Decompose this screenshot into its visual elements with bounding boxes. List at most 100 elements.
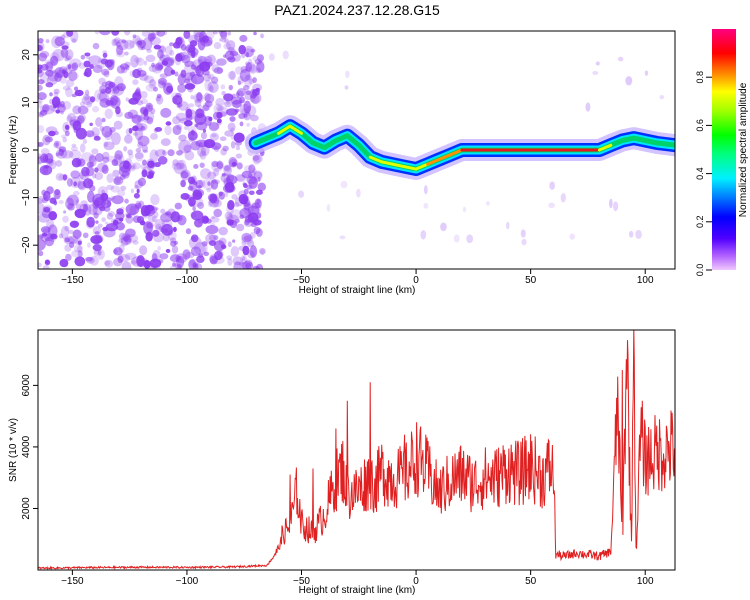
noise-speckle (135, 147, 142, 153)
noise-speckle (141, 31, 150, 37)
noise-speckle (40, 72, 50, 84)
noise-speckle (194, 98, 202, 107)
noise-speckle (162, 150, 166, 156)
noise-speckle (92, 64, 103, 74)
y-tick-label: 0 (21, 147, 32, 153)
snr-y-label: SNR (10 * v/v) (8, 418, 19, 482)
noise-speckle (204, 100, 213, 108)
noise-speckle (153, 44, 162, 50)
noise-speckle (39, 105, 49, 113)
noise-speckle (157, 64, 164, 70)
noise-speckle (226, 255, 233, 261)
noise-speckle (216, 161, 225, 169)
noise-speckle (38, 52, 48, 62)
noise-speckle (203, 139, 216, 149)
noise-speckle (241, 53, 246, 59)
noise-speckle (104, 260, 111, 266)
noise-speckle (139, 91, 148, 99)
noise-speckle (172, 226, 177, 233)
noise-speckle (111, 195, 124, 205)
noise-speckle (241, 236, 254, 244)
noise-speckle (89, 185, 96, 192)
noise-speckle (190, 73, 205, 85)
noise-speckle (77, 180, 86, 190)
noise-speckle (38, 84, 43, 91)
noise-speckle (143, 60, 148, 66)
x-tick-label: −150 (61, 576, 84, 587)
noise-speckle (67, 71, 79, 81)
noise-speckle (239, 214, 245, 219)
noise-speckle (82, 138, 88, 144)
noise-speckle (77, 174, 84, 180)
noise-speckle (67, 64, 72, 70)
noise-speckle (216, 120, 222, 126)
noise-speckle (102, 52, 108, 58)
noise-speckle (41, 232, 48, 237)
noise-speckle (227, 71, 236, 80)
noise-speckle (243, 165, 253, 173)
noise-speckle (112, 169, 120, 178)
noise-speckle (189, 179, 198, 192)
noise-speckle (51, 196, 56, 202)
noise-speckle (241, 195, 250, 202)
noise-speckle (45, 259, 50, 264)
noise-speckle (104, 59, 113, 68)
noise-speckle (187, 130, 198, 141)
noise-speckle (38, 125, 45, 134)
noise-speckle (38, 79, 45, 85)
noise-speckle (183, 31, 191, 40)
noise-speckle (161, 219, 173, 228)
noise-speckle (175, 92, 182, 98)
x-tick-label: 100 (637, 576, 654, 587)
noise-speckle (195, 122, 208, 131)
noise-speckle (160, 212, 173, 223)
noise-speckle (235, 153, 243, 159)
noise-speckle (42, 154, 49, 163)
noise-speckle (176, 255, 185, 268)
noise-speckle (224, 165, 232, 172)
noise-speckle (125, 97, 130, 102)
noise-speckle (178, 159, 187, 170)
noise-speckle (180, 44, 187, 51)
noise-speckle (196, 255, 205, 264)
ridge-core-segment (448, 148, 464, 157)
noise-speckle (209, 216, 220, 223)
y-tick-label: 4000 (21, 435, 32, 458)
noise-speckle (87, 190, 95, 203)
noise-speckle (59, 258, 69, 268)
noise-speckle (197, 55, 203, 63)
noise-speckle (71, 62, 79, 71)
x-tick-label: 100 (637, 275, 654, 286)
noise-speckle (245, 62, 253, 72)
noise-speckle (177, 52, 185, 62)
noise-speckle (160, 107, 172, 118)
noise-speckle (118, 244, 125, 253)
noise-speckle (70, 146, 79, 152)
noise-speckle (218, 191, 223, 197)
noise-speckle (125, 65, 130, 71)
noise-speckle (160, 53, 165, 59)
noise-speckle (200, 144, 210, 156)
snr-y-ticks: 2000 4000 6000 (21, 374, 38, 520)
noise-speckle (190, 95, 195, 100)
noise-speckle (135, 57, 145, 66)
noise-speckle (238, 44, 246, 55)
noise-speckle (153, 127, 159, 133)
noise-speckle (69, 220, 80, 228)
noise-speckle (209, 132, 220, 141)
noise-speckle (207, 171, 217, 180)
noise-speckle (172, 41, 181, 49)
noise-speckle (74, 208, 86, 219)
noise-speckle (175, 112, 188, 122)
noise-speckle (133, 192, 140, 199)
ridge-core-segment (403, 165, 418, 171)
noise-speckle (58, 146, 67, 153)
noise-speckle (178, 139, 192, 154)
noise-speckle (243, 100, 252, 114)
noise-speckle (104, 131, 113, 141)
noise-speckle (240, 99, 245, 104)
noise-speckle (198, 141, 203, 148)
noise-speckle (55, 140, 62, 150)
noise-speckle (216, 105, 224, 111)
